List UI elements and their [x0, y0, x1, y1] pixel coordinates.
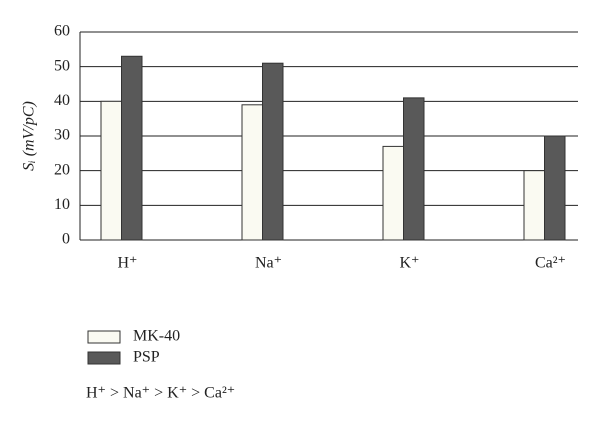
legend-label: PSP	[133, 349, 160, 366]
annotation: H⁺ > Na⁺ > K⁺ > Ca²⁺	[86, 385, 235, 402]
bar	[241, 104, 263, 241]
y-tick-label: 60	[54, 23, 70, 40]
bar	[262, 62, 284, 241]
bar	[403, 97, 425, 241]
x-tick-label: Na⁺	[255, 255, 282, 272]
bar	[100, 100, 122, 241]
y-tick-label: 0	[62, 231, 70, 248]
bar	[544, 135, 566, 241]
legend-swatch	[87, 351, 121, 365]
legend-label: MK-40	[133, 328, 180, 345]
legend-swatch	[87, 330, 121, 344]
bar	[121, 55, 143, 241]
y-axis-label: Sᵢ (mV/pC)	[21, 101, 38, 171]
x-tick-label: H⁺	[118, 255, 138, 272]
x-tick-label: Ca²⁺	[535, 255, 566, 272]
y-tick-label: 50	[54, 57, 70, 74]
y-tick-label: 20	[54, 161, 70, 178]
y-tick-label: 30	[54, 127, 70, 144]
y-tick-label: 10	[54, 196, 70, 213]
bar	[523, 170, 545, 241]
bar	[382, 145, 404, 241]
x-tick-label: K⁺	[400, 255, 420, 272]
y-tick-label: 40	[54, 92, 70, 109]
